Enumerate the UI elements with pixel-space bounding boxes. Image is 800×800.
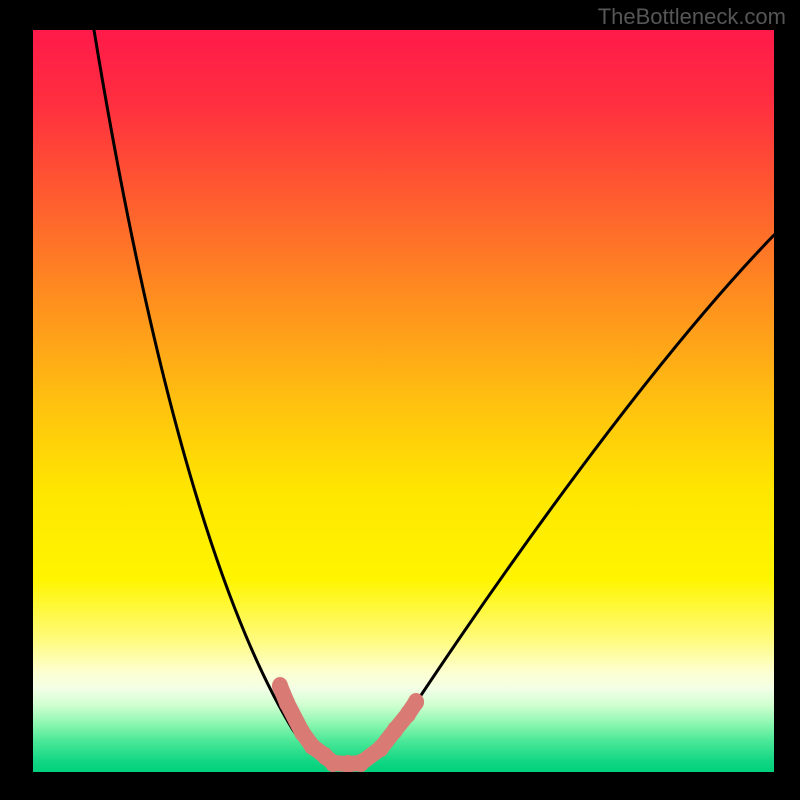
frame-border [774, 0, 800, 800]
bottleneck-chart [33, 30, 774, 772]
markers-bottom [325, 754, 369, 772]
frame-border [0, 0, 33, 800]
frame-border [0, 772, 800, 800]
gradient-background [33, 30, 774, 772]
watermark-text: TheBottleneck.com [598, 4, 786, 30]
